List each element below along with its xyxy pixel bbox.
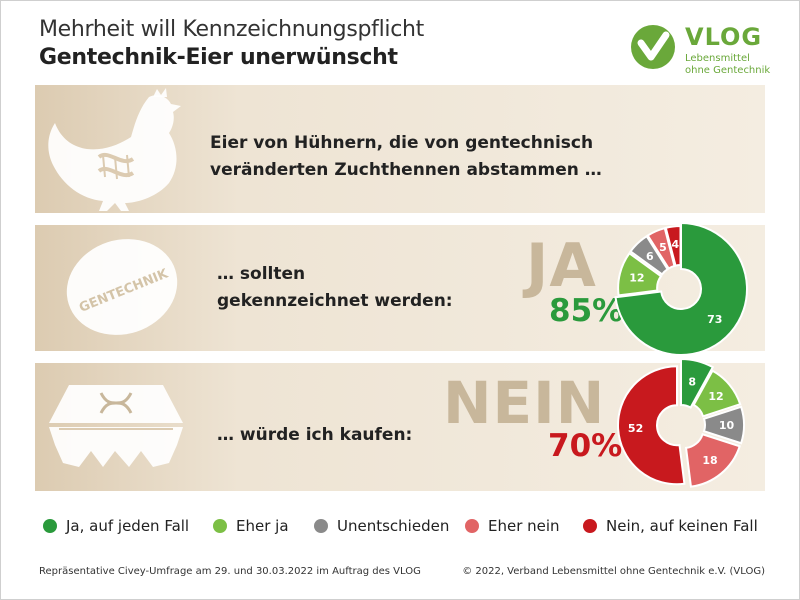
donut-value-label: 18 xyxy=(702,454,717,467)
legend-label: Nein, auf keinen Fall xyxy=(606,517,758,535)
footer-source: Repräsentative Civey-Umfrage am 29. und … xyxy=(39,566,421,577)
donut-value-label: 8 xyxy=(688,375,696,388)
donut-slice-nein-auf-keinen-fall xyxy=(664,225,682,267)
logo-name: VLOG xyxy=(685,23,763,51)
labelling-statement: … sollten gekennzeichnet werden: xyxy=(217,261,453,315)
donut-slice-eher-nein xyxy=(684,433,741,488)
footer-copyright: © 2022, Verband Lebensmittel ohne Gentec… xyxy=(462,566,765,577)
legend-item-eher-ja: Eher ja xyxy=(213,517,289,535)
legend-label: Eher nein xyxy=(488,517,560,535)
donut-slice-unentschieden xyxy=(629,234,669,276)
legend-dot xyxy=(314,519,328,533)
intro-line-2: veränderten Zuchthennen abstammen … xyxy=(210,160,602,180)
egg-icon: GENTECHNIK xyxy=(66,239,178,335)
donut-value-label: 73 xyxy=(707,313,722,326)
buying-donut-chart: 8 12 10 18 52 xyxy=(617,357,745,488)
title-line-2: Gentechnik-Eier unerwünscht xyxy=(39,45,398,70)
donut-value-label: 6 xyxy=(646,250,654,263)
donut-slice-eher-ja xyxy=(617,251,663,297)
legend-dot xyxy=(583,519,597,533)
legend: Ja, auf jeden Fall Eher ja Unentschieden… xyxy=(43,517,773,537)
labelling-line-1: … sollten xyxy=(217,264,306,284)
donut-slice-ja-auf-jeden-fall xyxy=(680,357,715,409)
ja-headline: JA xyxy=(526,231,597,301)
donut-value-label: 10 xyxy=(719,419,735,432)
buying-statement: … würde ich kaufen: xyxy=(217,422,412,449)
logo-subtitle-2: ohne Gentechnik xyxy=(685,65,771,76)
ja-percent: 85% xyxy=(549,293,624,329)
donut-value-label: 52 xyxy=(628,422,643,435)
logo-subtitle-1: Lebensmittel xyxy=(685,53,750,64)
donut-value-label: 5 xyxy=(659,241,667,254)
labelling-line-2: gekennzeichnet werden: xyxy=(217,291,453,311)
vlog-check-icon xyxy=(631,25,675,69)
legend-label: Eher ja xyxy=(236,517,289,535)
legend-dot xyxy=(465,519,479,533)
nein-percent: 70% xyxy=(548,428,623,464)
legend-item-nein-auf-keinen-fall: Nein, auf keinen Fall xyxy=(583,517,758,535)
legend-item-ja-auf-jeden-fall: Ja, auf jeden Fall xyxy=(43,517,189,535)
legend-item-eher-nein: Eher nein xyxy=(465,517,560,535)
intro-line-1: Eier von Hühnern, die von gentechnisch xyxy=(210,133,594,153)
donut-value-label: 4 xyxy=(671,238,679,251)
title-line-1: Mehrheit will Kennzeichnungspflicht xyxy=(39,17,424,42)
nein-headline: NEIN xyxy=(443,369,606,437)
donut-slice-ja-auf-jeden-fall xyxy=(614,221,748,356)
egg-carton-icon xyxy=(49,385,183,467)
legend-label: Unentschieden xyxy=(337,517,450,535)
donut-slice-eher-ja xyxy=(692,369,742,418)
legend-dot xyxy=(213,519,227,533)
intro-statement: Eier von Hühnern, die von gentechnisch v… xyxy=(210,130,602,184)
legend-label: Ja, auf jeden Fall xyxy=(66,517,190,535)
legend-dot xyxy=(43,519,57,533)
donut-value-label: 12 xyxy=(708,390,723,403)
chicken-icon xyxy=(48,88,181,211)
vlog-logo: VLOG Lebensmittel ohne Gentechnik xyxy=(629,21,779,77)
legend-item-unentschieden: Unentschieden xyxy=(314,517,449,535)
donut-value-label: 12 xyxy=(629,272,644,285)
donut-slice-nein-auf-keinen-fall xyxy=(617,365,686,486)
buying-line-1: … würde ich kaufen: xyxy=(217,425,413,445)
donut-slice-unentschieden xyxy=(702,405,745,445)
dna-icon xyxy=(99,392,133,414)
donut-slice-eher-nein xyxy=(646,226,676,270)
